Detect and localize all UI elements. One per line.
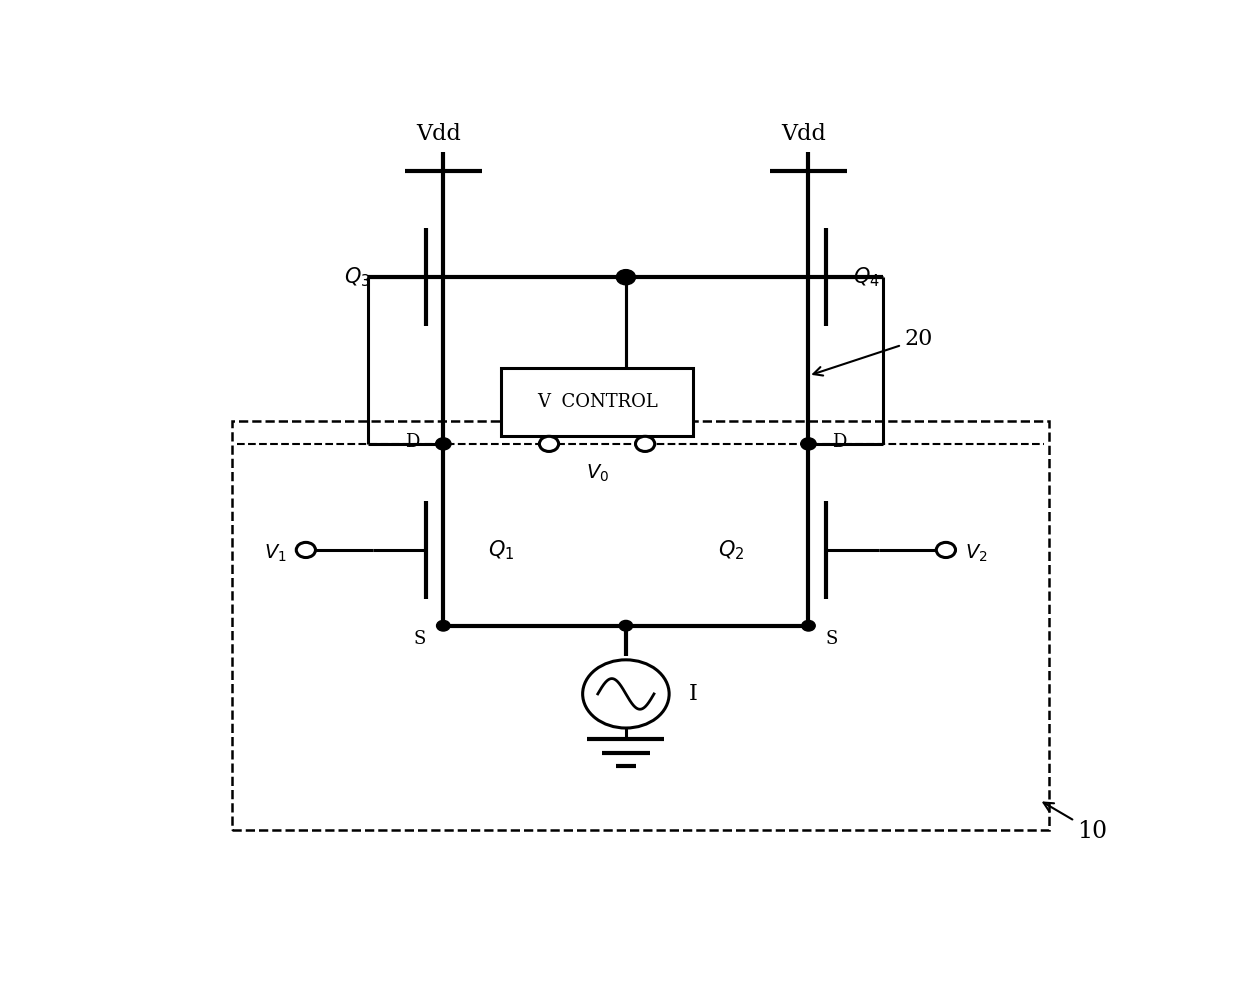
Text: D: D: [405, 433, 419, 452]
Bar: [232, 421, 1049, 830]
Circle shape: [802, 621, 815, 631]
Text: $V_2$: $V_2$: [965, 543, 988, 565]
Circle shape: [435, 438, 451, 450]
Circle shape: [801, 438, 816, 450]
Circle shape: [936, 542, 956, 558]
Text: $Q_1$: $Q_1$: [487, 538, 515, 562]
Bar: [501, 368, 693, 436]
Text: Vdd: Vdd: [781, 123, 826, 145]
Circle shape: [436, 621, 450, 631]
Circle shape: [296, 542, 315, 558]
Text: 10: 10: [1044, 803, 1107, 843]
Text: Vdd: Vdd: [417, 123, 461, 145]
Circle shape: [616, 270, 635, 284]
Text: I: I: [688, 683, 697, 705]
Text: $V_1$: $V_1$: [264, 543, 286, 565]
Text: S: S: [826, 630, 838, 647]
Text: $V_0$: $V_0$: [585, 462, 609, 484]
Text: D: D: [832, 433, 847, 452]
Text: S: S: [414, 630, 427, 647]
Text: $Q_2$: $Q_2$: [718, 538, 745, 562]
Circle shape: [635, 436, 655, 452]
Text: 20: 20: [813, 329, 932, 376]
Text: V  CONTROL: V CONTROL: [537, 394, 657, 411]
Circle shape: [539, 436, 558, 452]
Text: $Q_4$: $Q_4$: [853, 266, 879, 289]
Text: $Q_3$: $Q_3$: [343, 266, 370, 289]
Circle shape: [619, 621, 632, 631]
